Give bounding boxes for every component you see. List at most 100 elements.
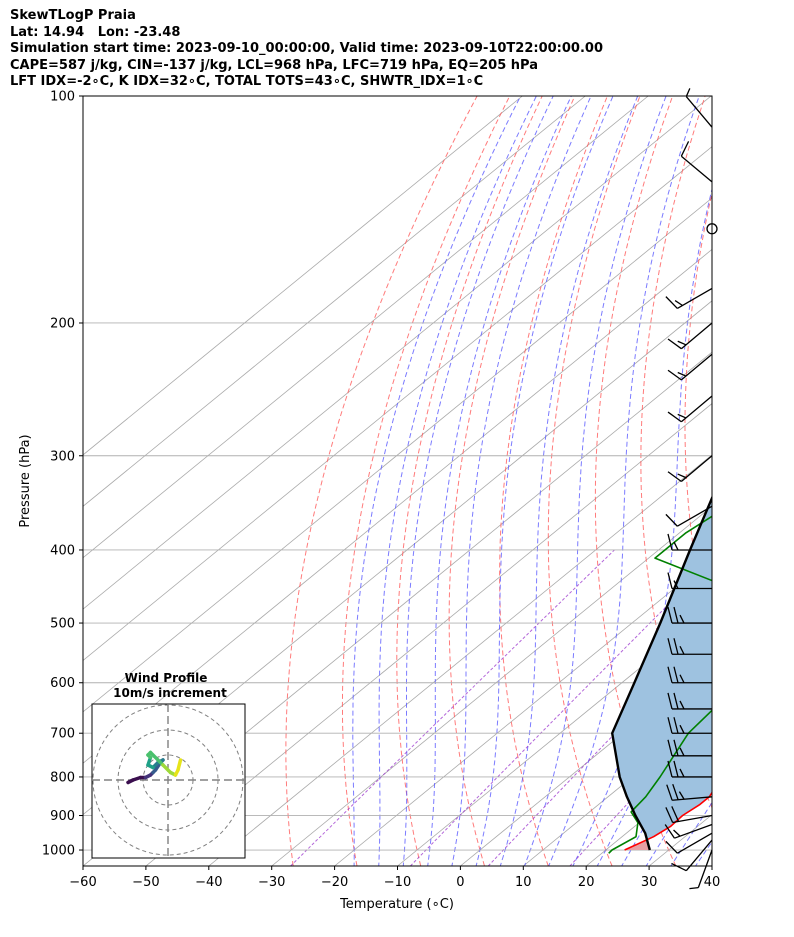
x-axis: −60 −50 −40 −30 −20 −10 0 10 20 30 40 — [69, 866, 720, 890]
isotherm-line — [711, 865, 712, 866]
barb-feather — [667, 338, 682, 350]
barb-feather — [679, 674, 685, 684]
barb-feather — [665, 296, 678, 309]
x-tick-label: 30 — [641, 875, 658, 890]
wind-barb — [667, 739, 712, 757]
x-tick-label: 0 — [456, 875, 464, 890]
hodograph-title: Wind Profile — [125, 671, 208, 685]
barb-feather — [673, 692, 679, 710]
isotherm-line — [271, 505, 712, 866]
temperature-line — [624, 791, 712, 851]
wind-barb — [689, 849, 713, 890]
barb-feather — [667, 760, 673, 778]
mixing-ratio-line — [487, 632, 712, 866]
x-tick-label: −50 — [132, 875, 159, 890]
hodograph-plot — [92, 704, 245, 858]
moist-adiabat — [378, 96, 537, 866]
barb-staff — [680, 155, 713, 183]
x-tick-label: 10 — [515, 875, 532, 890]
barb-feather — [673, 717, 679, 734]
isotherm-line — [83, 96, 712, 610]
y-tick-label: 100 — [50, 90, 75, 105]
barb-feather — [667, 692, 673, 710]
wind-barb — [667, 638, 712, 655]
barb-feather — [667, 717, 673, 734]
y-axis-label: Pressure (hPa) — [18, 434, 33, 527]
barb-staff — [680, 455, 713, 482]
times-line: Simulation start time: 2023-09-10_00:00:… — [10, 41, 603, 56]
hodograph-trace — [176, 758, 183, 772]
barb-feather — [673, 638, 679, 655]
moist-adiabat — [744, 96, 794, 868]
isotherm-line — [334, 557, 712, 866]
barb-feather — [667, 471, 682, 482]
indices-line-2: LFT IDX=-2∘C, K IDX=32∘C, TOTAL TOTS=43∘… — [10, 74, 484, 89]
barb-feather — [665, 807, 674, 823]
barb-feather — [673, 541, 679, 551]
hodograph-subtitle: 10m/s increment — [113, 686, 227, 700]
moist-adiabat — [523, 96, 667, 866]
moist-adiabat — [352, 96, 522, 866]
y-tick-label: 200 — [50, 316, 75, 331]
isotherm-line — [83, 96, 586, 507]
dry-adiabat — [396, 96, 543, 866]
barb-feather — [667, 666, 673, 683]
barb-staff — [677, 287, 713, 310]
wind-barb — [667, 455, 713, 482]
wind-barb — [667, 322, 713, 350]
barb-feather — [679, 645, 685, 655]
parcel-line — [611, 494, 712, 851]
x-tick-label: −40 — [195, 875, 222, 890]
cin-area — [612, 497, 712, 840]
barb-feather — [673, 606, 679, 624]
wind-barb — [665, 287, 713, 310]
y-tick-label: 700 — [50, 727, 75, 742]
y-tick-label: 400 — [50, 543, 75, 558]
barb-feather — [673, 580, 679, 589]
barb-staff — [685, 839, 713, 872]
wind-barb — [685, 88, 713, 128]
barb-feather — [677, 340, 687, 346]
x-axis-label: Temperature (∘C) — [339, 897, 454, 912]
barb-feather — [674, 300, 683, 307]
barb-feather — [689, 886, 699, 890]
barb-staff — [674, 823, 713, 839]
profile-lines — [608, 494, 712, 854]
indices-line-1: CAPE=587 j/kg, CIN=-137 j/kg, LCL=968 hP… — [10, 57, 538, 73]
x-tick-label: −30 — [258, 875, 285, 890]
barb-feather — [665, 513, 678, 527]
wind-barb — [667, 395, 713, 423]
wind-barb — [664, 823, 713, 839]
wind-barb — [667, 666, 712, 684]
barb-feather — [671, 862, 687, 872]
y-tick-label: 500 — [50, 617, 75, 632]
barb-feather — [666, 784, 673, 801]
barb-feather — [673, 739, 679, 756]
barb-staff — [697, 849, 713, 888]
barb-feather — [679, 724, 685, 734]
dry-adiabat — [448, 96, 576, 866]
barb-feather — [680, 141, 690, 157]
isotherm-line — [83, 146, 712, 661]
barb-feather — [672, 783, 679, 800]
barb-feather — [679, 747, 685, 757]
barb-feather — [671, 806, 680, 822]
location-line: Lat: 14.94 Lon: -23.48 — [10, 24, 181, 40]
barb-feather — [677, 413, 687, 419]
barb-feather — [667, 572, 673, 589]
y-tick-label: 1000 — [42, 844, 75, 859]
wind-barb — [667, 606, 712, 624]
isotherm-line — [83, 197, 712, 713]
moist-adiabat — [499, 96, 639, 866]
isotherm-line — [145, 403, 712, 866]
chart-title: SkewTLogP Praia — [10, 8, 136, 23]
y-tick-label: 300 — [50, 449, 75, 464]
wind-barb — [665, 505, 713, 527]
hodograph: Wind Profile 10m/s increment — [91, 671, 246, 859]
hodograph-trace — [148, 750, 165, 767]
y-tick-label: 900 — [50, 809, 75, 824]
x-tick-label: 20 — [578, 875, 595, 890]
wind-barb — [667, 353, 713, 381]
dry-adiabat — [499, 96, 608, 866]
